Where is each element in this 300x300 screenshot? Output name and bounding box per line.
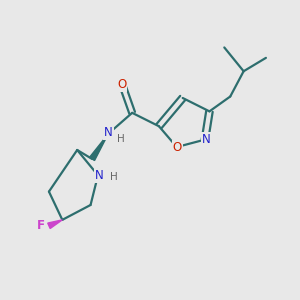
Text: O: O bbox=[173, 141, 182, 154]
Text: O: O bbox=[117, 78, 126, 91]
Text: F: F bbox=[37, 219, 45, 232]
Polygon shape bbox=[48, 220, 62, 229]
Text: N: N bbox=[95, 169, 104, 182]
Text: N: N bbox=[104, 126, 113, 139]
Polygon shape bbox=[89, 134, 108, 161]
Text: H: H bbox=[110, 172, 117, 182]
Text: H: H bbox=[117, 134, 125, 144]
Text: N: N bbox=[202, 133, 211, 146]
